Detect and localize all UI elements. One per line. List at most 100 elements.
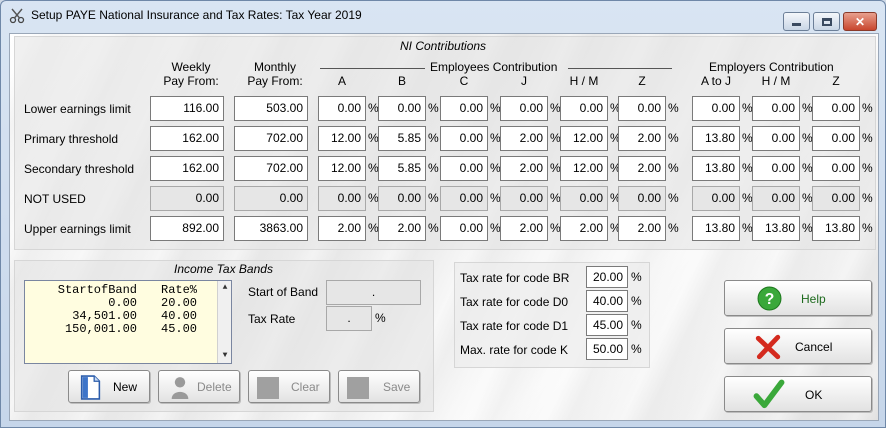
code-rate-field[interactable]: 20.00: [586, 266, 628, 288]
user-icon: [171, 377, 189, 399]
percent-sign: %: [550, 221, 561, 235]
employee-rate-field[interactable]: 0.00: [560, 186, 608, 211]
monthly-pay-field[interactable]: 0.00: [234, 186, 308, 211]
weekly-pay-field[interactable]: 116.00: [150, 96, 224, 121]
cancel-button[interactable]: Cancel: [724, 328, 872, 364]
help-button[interactable]: ? Help: [724, 280, 872, 316]
tax-rate-field[interactable]: .: [326, 306, 372, 331]
scissors-icon: [9, 8, 25, 24]
clear-button[interactable]: Clear: [248, 370, 330, 403]
employee-rate-field[interactable]: 0.00: [318, 186, 366, 211]
monthly-pay-field[interactable]: 503.00: [234, 96, 308, 121]
employee-rate-field[interactable]: 12.00: [560, 156, 608, 181]
employee-rate-field[interactable]: 0.00: [378, 96, 426, 121]
scroll-up-icon[interactable]: ▲: [222, 283, 228, 292]
employer-rate-field[interactable]: 13.80: [812, 216, 860, 241]
employee-rate-field[interactable]: 2.00: [618, 216, 666, 241]
close-button[interactable]: ✕: [843, 12, 877, 31]
employee-rate-field[interactable]: 0.00: [618, 96, 666, 121]
weekly-pay-field[interactable]: 162.00: [150, 156, 224, 181]
code-rate-field[interactable]: 45.00: [586, 314, 628, 336]
employer-rate-field[interactable]: 0.00: [812, 96, 860, 121]
monthly-pay-field[interactable]: 3863.00: [234, 216, 308, 241]
maximize-button[interactable]: [813, 12, 840, 31]
employer-rate-field[interactable]: 0.00: [812, 186, 860, 211]
employee-rate-field[interactable]: 0.00: [500, 96, 548, 121]
employer-rate-field[interactable]: 0.00: [752, 126, 800, 151]
employer-rate-field[interactable]: 13.80: [692, 156, 740, 181]
employee-rate-field[interactable]: 0.00: [318, 96, 366, 121]
tax-band-row[interactable]: 34,501.00 40.00: [25, 310, 217, 323]
employee-rate-field[interactable]: 12.00: [318, 156, 366, 181]
percent-sign: %: [610, 131, 621, 145]
minimize-button[interactable]: [783, 12, 810, 31]
employee-col-header: J: [521, 74, 527, 88]
employer-rate-field[interactable]: 0.00: [752, 96, 800, 121]
employee-rate-field[interactable]: 2.00: [618, 156, 666, 181]
employee-rate-field[interactable]: 2.00: [500, 126, 548, 151]
employee-col-header: C: [459, 74, 469, 88]
title-bar: Setup PAYE National Insurance and Tax Ra…: [1, 1, 885, 31]
ni-row-label: NOT USED: [24, 192, 86, 206]
ok-button[interactable]: OK: [724, 376, 872, 412]
employee-rate-field[interactable]: 12.00: [318, 126, 366, 151]
delete-button[interactable]: Delete: [158, 370, 240, 403]
employee-rate-field[interactable]: 0.00: [618, 186, 666, 211]
start-of-band-label: Start of Band: [248, 285, 319, 299]
tax-band-row[interactable]: 150,001.00 45.00: [25, 323, 217, 336]
employee-rate-field[interactable]: 2.00: [500, 156, 548, 181]
employer-rate-field[interactable]: 0.00: [752, 156, 800, 181]
employer-rate-field[interactable]: 13.80: [692, 126, 740, 151]
employee-rate-field[interactable]: 5.85: [378, 126, 426, 151]
employee-rate-field[interactable]: 2.00: [618, 126, 666, 151]
employee-rate-field[interactable]: 2.00: [560, 216, 608, 241]
list-header-start: StartofBand: [57, 283, 137, 297]
weekly-pay-field[interactable]: 162.00: [150, 126, 224, 151]
code-rate-field[interactable]: 50.00: [586, 338, 628, 360]
percent-sign: %: [490, 131, 501, 145]
employee-rate-field[interactable]: 0.00: [440, 126, 488, 151]
tax-bands-list[interactable]: StartofBand Rate% 0.00 20.00 34,501.00 40.0…: [24, 280, 232, 364]
employer-rate-field[interactable]: 0.00: [692, 96, 740, 121]
tax-band-row[interactable]: 0.00 20.00: [25, 297, 217, 310]
employee-rate-field[interactable]: 0.00: [440, 96, 488, 121]
new-button[interactable]: New: [68, 370, 150, 403]
employer-rate-field[interactable]: 0.00: [812, 126, 860, 151]
monthly-header-line1: Monthly: [253, 60, 297, 74]
percent-sign: %: [802, 191, 813, 205]
scroll-down-icon[interactable]: ▼: [222, 351, 228, 360]
employee-rate-field[interactable]: 2.00: [378, 216, 426, 241]
percent-sign: %: [428, 101, 439, 115]
percent-sign: %: [490, 101, 501, 115]
monthly-pay-field[interactable]: 702.00: [234, 156, 308, 181]
code-rate-field[interactable]: 40.00: [586, 290, 628, 312]
percent-sign: %: [368, 161, 379, 175]
employee-rate-field[interactable]: 12.00: [560, 126, 608, 151]
employer-rate-field[interactable]: 13.80: [692, 216, 740, 241]
employer-col-header: Z: [832, 74, 840, 88]
percent-sign: %: [742, 161, 753, 175]
employer-rate-field[interactable]: 13.80: [752, 216, 800, 241]
employee-rate-field[interactable]: 0.00: [440, 156, 488, 181]
employee-rate-field[interactable]: 0.00: [440, 216, 488, 241]
weekly-pay-field[interactable]: 0.00: [150, 186, 224, 211]
tax-bands-scrollbar[interactable]: ▲ ▼: [217, 281, 231, 363]
employer-rate-field[interactable]: 0.00: [692, 186, 740, 211]
employee-rate-field[interactable]: 0.00: [378, 186, 426, 211]
employee-rate-field[interactable]: 0.00: [560, 96, 608, 121]
employer-rate-field[interactable]: 0.00: [812, 156, 860, 181]
employee-rate-field[interactable]: 0.00: [500, 186, 548, 211]
percent-sign: %: [490, 161, 501, 175]
save-button[interactable]: Save: [338, 370, 420, 403]
weekly-pay-field[interactable]: 892.00: [150, 216, 224, 241]
employee-rate-field[interactable]: 0.00: [440, 186, 488, 211]
monthly-pay-field[interactable]: 702.00: [234, 126, 308, 151]
percent-sign: %: [802, 131, 813, 145]
tax-rate-label: Tax Rate: [248, 312, 296, 326]
employee-rate-field[interactable]: 2.00: [500, 216, 548, 241]
start-of-band-field[interactable]: .: [326, 280, 421, 305]
employer-rate-field[interactable]: 0.00: [752, 186, 800, 211]
tax-band-start: 34,501.00: [72, 309, 137, 323]
employee-rate-field[interactable]: 5.85: [378, 156, 426, 181]
employee-rate-field[interactable]: 2.00: [318, 216, 366, 241]
